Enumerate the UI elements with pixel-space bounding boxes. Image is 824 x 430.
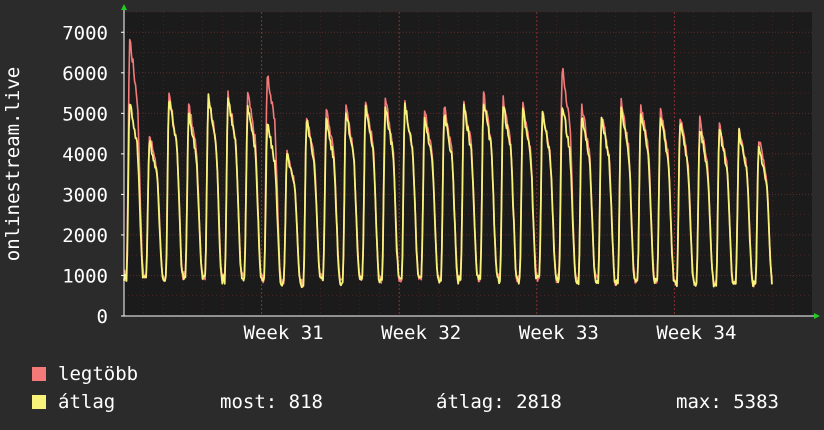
x-tick-label: Week 32 [381, 322, 461, 344]
y-tick-label: 3000 [62, 184, 108, 206]
series-avg-line [123, 93, 773, 288]
y-tick-label: 2000 [62, 225, 108, 247]
tick-labels: 0 1000 2000 3000 4000 5000 6000 7000 Week 31 Week… [62, 22, 736, 344]
x-tick-label: Week 31 [244, 322, 324, 344]
series-layer [123, 38, 773, 288]
x-tick-label: Week 34 [656, 322, 736, 344]
y-axis-label: onlinestream.live [2, 67, 24, 261]
y-tick-label: 6000 [62, 63, 108, 85]
y-tick-label: 7000 [62, 22, 108, 44]
y-tick-label: 4000 [62, 144, 108, 166]
y-tick-label: 5000 [62, 103, 108, 125]
y-tick-label: 0 [97, 306, 108, 328]
x-axis-arrow [814, 313, 820, 319]
x-tick-label: Week 33 [519, 322, 599, 344]
grid-lines [124, 11, 812, 316]
y-axis-arrow [121, 4, 127, 10]
axes [121, 4, 820, 319]
y-tick-label: 1000 [62, 265, 108, 287]
